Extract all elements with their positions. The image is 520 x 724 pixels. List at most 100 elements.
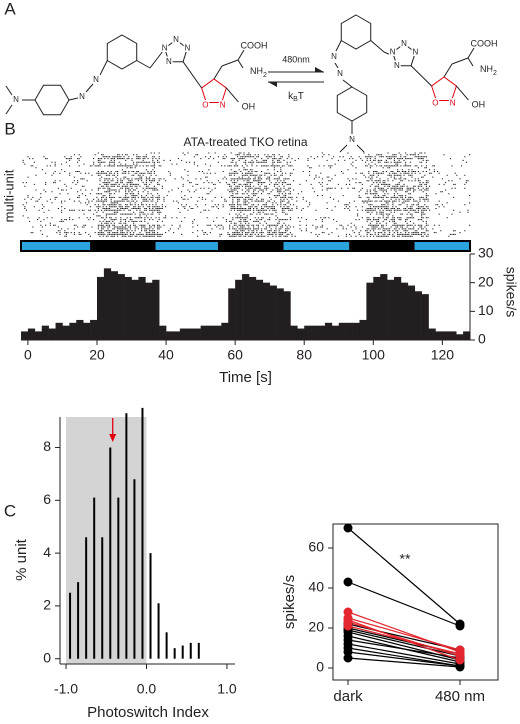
histogram-bar [62, 325, 70, 340]
point [343, 523, 353, 533]
stimulus [283, 242, 350, 250]
x-tick-label: 480 nm [435, 688, 485, 705]
point [455, 621, 465, 631]
y-tick-label: 2 [43, 597, 51, 613]
nh: NH [250, 66, 263, 76]
histogram-bar [235, 279, 243, 340]
histogram-bar [207, 325, 215, 340]
atom-label: N [185, 43, 191, 52]
histogram-bar [400, 282, 409, 340]
atom-label: N [166, 57, 172, 66]
ring [201, 78, 227, 104]
histogram-bar [262, 282, 270, 340]
bond [451, 57, 469, 65]
histogram-bar [96, 276, 105, 340]
pair-line [347, 639, 461, 659]
atom-label: N [331, 52, 337, 61]
pair-line [347, 611, 461, 653]
histogram-bar [269, 285, 277, 340]
histogram-bar [117, 274, 125, 340]
histogram-bar [428, 328, 436, 340]
stimulus [217, 242, 284, 250]
histogram-bar [338, 322, 346, 340]
ring [391, 43, 417, 67]
histogram-bar [387, 279, 395, 340]
atom-label: NH2 [250, 66, 267, 78]
pair-line [347, 651, 461, 667]
shade [66, 417, 147, 664]
bond [225, 87, 239, 103]
atom-label: NH2 [480, 64, 497, 76]
bond [467, 57, 474, 67]
x-tick-label: 40 [158, 347, 174, 363]
histogram-bar [27, 328, 36, 340]
annotation: ** [400, 551, 411, 567]
arrow-head [109, 434, 117, 442]
histogram-bar [283, 291, 291, 340]
nh: NH [480, 64, 493, 74]
histogram-bar [166, 331, 174, 340]
panel-label: B [4, 119, 15, 138]
pair-line [347, 527, 461, 625]
histogram-bar [34, 331, 43, 340]
x-tick-label: 0 [24, 347, 32, 363]
x-tick-label: 120 [431, 347, 455, 363]
bond [339, 144, 348, 153]
histogram-bar [276, 288, 284, 340]
y-tick-label: 8 [43, 438, 51, 454]
point [343, 653, 353, 663]
histogram-bar [345, 322, 353, 340]
histogram-bar [255, 279, 264, 340]
pair-line [347, 643, 461, 665]
histogram-bar [290, 325, 298, 340]
stimulus [349, 242, 415, 250]
atom-label: OH [242, 101, 256, 111]
histogram-bar [76, 319, 84, 340]
x-tick-label: dark [333, 688, 363, 705]
subscript: 2 [263, 72, 267, 79]
bond [99, 60, 108, 76]
histogram-bar [318, 325, 326, 340]
bond [85, 83, 94, 93]
y-axis-label: spikes/s [281, 575, 298, 629]
y-axis-label: spikes/s [503, 267, 519, 318]
x-tick-label: 20 [89, 347, 105, 363]
raster-title: ATA-treated TKO retina [183, 135, 307, 149]
stimulus [21, 242, 91, 250]
bond [383, 51, 392, 56]
point [343, 577, 353, 587]
ring [340, 14, 372, 50]
ring [34, 84, 70, 116]
point [343, 615, 353, 625]
ring [163, 39, 189, 63]
raster [22, 152, 471, 237]
y-tick-label: 0 [316, 659, 324, 675]
y-tick-label: 60 [308, 539, 324, 555]
histogram-bar [48, 328, 56, 340]
histogram-bar [248, 276, 257, 340]
bond [68, 97, 79, 101]
y-axis-label: % unit [13, 538, 30, 581]
histogram-bar [214, 325, 222, 340]
pair-line [347, 657, 461, 668]
stimulus [90, 242, 156, 250]
histogram-bar [90, 319, 98, 340]
x-tick-label: 80 [296, 347, 312, 363]
k: k [288, 91, 294, 102]
x-axis-label: Photoswitch Index [87, 704, 209, 721]
histogram-bar [242, 274, 250, 340]
pair-line [347, 629, 461, 657]
bond [149, 50, 164, 69]
histogram-bar [228, 288, 236, 340]
panel-label: C [4, 501, 16, 520]
histogram-bar [21, 331, 29, 340]
histogram-bar [69, 322, 77, 340]
stimulus [155, 242, 218, 250]
stimulus-frame [20, 240, 471, 252]
bond [335, 40, 342, 52]
atom-label: N [394, 61, 400, 70]
bond [334, 62, 339, 69]
bond [455, 85, 469, 101]
histogram-bar [373, 276, 381, 340]
pair-line [347, 619, 461, 661]
